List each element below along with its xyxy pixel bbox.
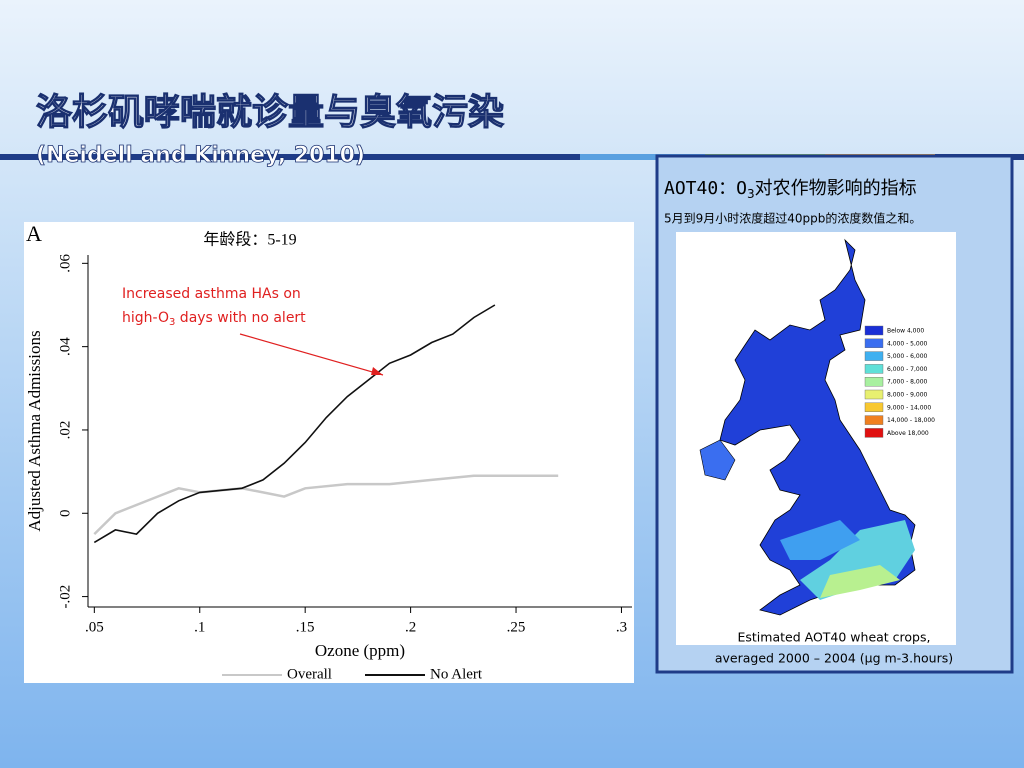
map-heading-part: AOT40：O: [664, 178, 747, 199]
legend-label: No Alert: [430, 666, 483, 682]
header-band: [580, 154, 705, 160]
chart-panel: [24, 222, 634, 683]
map-heading-part: 对农作物影响的指标: [755, 178, 917, 199]
legend-label: 5,000 - 6,000: [887, 353, 928, 360]
map-heading: AOT40：O3对农作物影响的指标: [664, 178, 917, 201]
x-tick-label: .2: [405, 619, 416, 635]
slide-subtitle: (Neidell and Kinney, 2010): [36, 143, 365, 168]
legend-label: Above 18,000: [887, 430, 929, 437]
x-tick-label: .1: [194, 619, 205, 635]
slide-title: 洛杉矶哮喘就诊量与臭氧污染: [36, 92, 504, 133]
legend-label: Below 4,000: [887, 328, 924, 335]
map-note: 5月到9月小时浓度超过40ppb的浓度数值之和。: [664, 211, 921, 226]
legend-label: 14,000 - 18,000: [887, 417, 935, 424]
legend-swatch: [864, 377, 884, 387]
legend-swatch: [864, 389, 884, 400]
y-tick-label: .06: [57, 253, 73, 272]
chart: A 年龄段：5-19 -.02 0 .02 .04 .06 .05 .1 .15 .2 .25 .3 Oz…: [25, 221, 632, 682]
legend-label: 7,000 - 8,000: [887, 379, 928, 386]
legend-label: 6,000 - 7,000: [887, 366, 928, 373]
legend-swatch: [864, 338, 884, 348]
legend-label: 4,000 - 5,000: [887, 340, 928, 347]
legend-swatch: [864, 415, 884, 425]
annotation-arrow: [239, 333, 384, 376]
annotation-part: high-O: [122, 310, 169, 326]
map-legend: Below 4,000 4,000 - 5,000 5,000 - 6,000 6,0…: [864, 325, 935, 438]
x-tick-label: .05: [85, 619, 104, 635]
legend-label: Overall: [287, 666, 332, 682]
map-caption: Estimated AOT40 wheat crops,: [738, 630, 931, 645]
map-shape: [699, 238, 916, 616]
annotation-part: 3: [169, 317, 175, 328]
series-line: [93, 304, 496, 544]
header-band: [0, 154, 580, 160]
annotation-arrowhead: [371, 367, 383, 375]
legend-label: 8,000 - 9,000: [887, 392, 928, 399]
legend-swatch: [864, 351, 884, 361]
y-tick-label: .04: [57, 337, 73, 356]
x-tick-label: .3: [616, 619, 627, 635]
x-tick-label: .25: [507, 619, 526, 635]
legend-label: 9,000 - 14,000: [887, 404, 931, 411]
annotation-part: days with no alert: [175, 310, 306, 326]
x-axis-label: Ozone (ppm): [315, 641, 405, 660]
y-axis-label: Adjusted Asthma Admissions: [25, 330, 44, 531]
map-heading-sub: 3: [747, 187, 755, 201]
legend-swatch: [864, 364, 884, 374]
x-tick-label: .15: [296, 619, 315, 635]
legend-swatch: [864, 428, 884, 438]
panel-label: A: [26, 221, 42, 246]
age-label: 年龄段：5-19: [203, 231, 296, 249]
y-tick-label: .02: [57, 421, 73, 440]
annotation: Increased asthma HAs on: [122, 286, 301, 302]
y-tick-label: 0: [57, 510, 73, 518]
map-caption: averaged 2000 – 2004 (µg m-3.hours): [715, 651, 953, 666]
series-line: [93, 474, 559, 535]
annotation: high-O3 days with no alert: [122, 310, 306, 328]
legend-swatch: [864, 325, 884, 336]
y-tick-label: -.02: [57, 585, 73, 609]
legend-swatch: [864, 402, 884, 412]
